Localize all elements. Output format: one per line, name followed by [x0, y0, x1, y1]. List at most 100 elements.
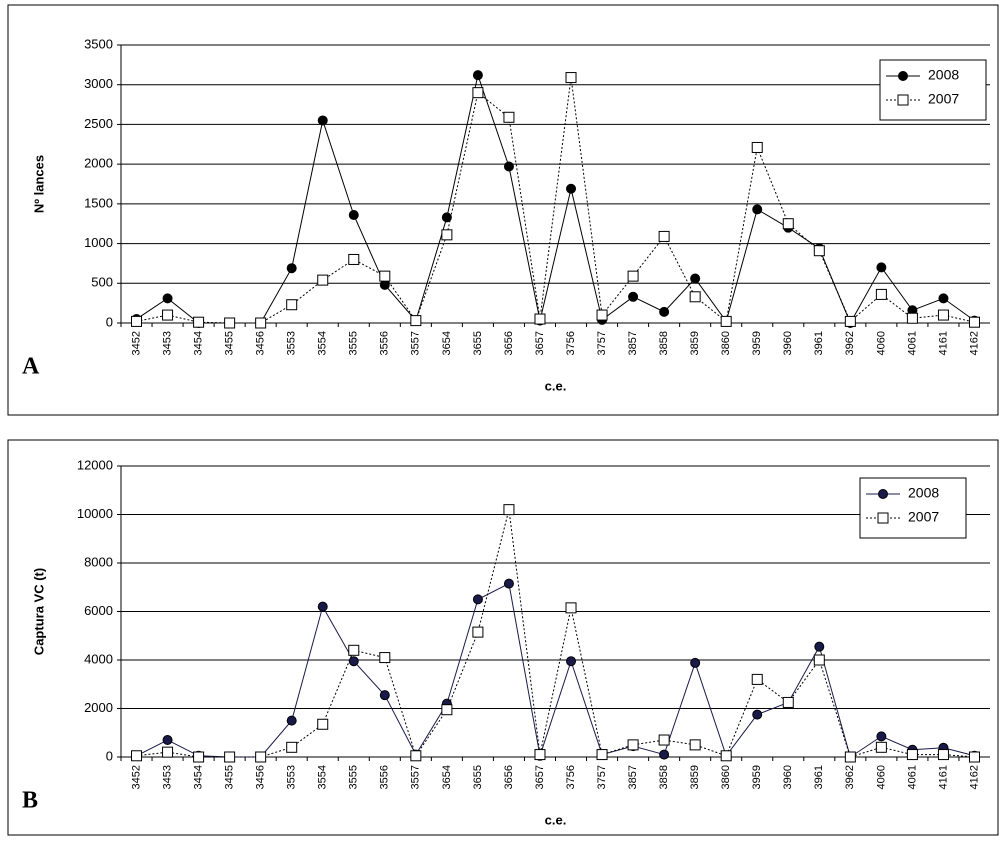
x-axis-title: c.e.	[545, 378, 567, 393]
marker	[317, 274, 329, 286]
x-tick-label: 4162	[968, 765, 980, 789]
series-line	[136, 77, 975, 324]
x-tick-label: 3654	[441, 765, 453, 789]
marker	[286, 299, 298, 311]
y-tick-label: 1000	[84, 235, 113, 250]
x-tick-label: 3557	[410, 331, 422, 355]
y-tick-label: 0	[106, 314, 113, 329]
x-tick-label: 4061	[906, 331, 918, 355]
y-tick-label: 3000	[84, 76, 113, 91]
x-tick-label: 3756	[565, 331, 577, 355]
marker	[348, 644, 360, 656]
x-tick-label: 3857	[627, 765, 639, 789]
marker	[379, 652, 391, 664]
marker	[255, 751, 267, 763]
marker	[720, 750, 732, 762]
legend-label: 2007	[928, 91, 959, 107]
x-tick-label: 3657	[534, 331, 546, 355]
x-tick-label: 3655	[472, 331, 484, 355]
y-tick-label: 2500	[84, 116, 113, 131]
x-tick-label: 3557	[410, 765, 422, 789]
x-tick-label: 3858	[658, 765, 670, 789]
x-tick-label: 3656	[503, 765, 515, 789]
marker	[286, 715, 297, 726]
y-tick-label: 2000	[84, 156, 113, 171]
x-tick-label: 3961	[813, 331, 825, 355]
marker	[720, 315, 732, 327]
x-tick-label: 4161	[937, 331, 949, 355]
marker	[782, 696, 794, 708]
marker	[566, 183, 577, 194]
y-tick-label: 10000	[77, 506, 113, 521]
panel-label: A	[22, 354, 40, 380]
series-line	[136, 582, 975, 758]
x-tick-label: 3554	[317, 331, 329, 355]
marker	[565, 72, 577, 84]
x-tick-label: 3455	[224, 331, 236, 355]
x-tick-label: 3959	[751, 765, 763, 789]
x-tick-label: 3959	[751, 331, 763, 355]
marker	[131, 750, 143, 762]
x-tick-label: 3960	[782, 331, 794, 355]
marker	[658, 230, 670, 242]
x-tick-label: 3756	[565, 765, 577, 789]
y-tick-label: 1500	[84, 195, 113, 210]
y-tick-label: 8000	[84, 554, 113, 569]
x-tick-label: 3858	[658, 331, 670, 355]
x-tick-label: 4161	[937, 765, 949, 789]
x-tick-label: 3456	[255, 331, 267, 355]
marker	[348, 253, 360, 265]
x-axis-title: c.e.	[545, 812, 567, 827]
marker	[503, 161, 514, 172]
marker	[782, 218, 794, 230]
x-tick-label: 3556	[379, 331, 391, 355]
marker	[627, 739, 639, 751]
y-tick-label: 2000	[84, 700, 113, 715]
marker	[937, 749, 949, 761]
marker	[844, 315, 856, 327]
x-tick-label: 3962	[844, 331, 856, 355]
marker	[659, 306, 670, 317]
x-tick-label: 3656	[503, 331, 515, 355]
marker	[968, 316, 980, 328]
legend-label: 2008	[908, 485, 939, 501]
marker	[441, 229, 453, 241]
marker	[162, 746, 174, 758]
marker	[813, 654, 825, 666]
x-tick-label: 3455	[224, 765, 236, 789]
y-tick-label: 3500	[84, 36, 113, 51]
marker	[224, 317, 236, 329]
marker	[627, 270, 639, 282]
marker	[876, 731, 887, 742]
x-tick-label: 3757	[596, 331, 608, 355]
marker	[906, 749, 918, 761]
marker	[472, 594, 483, 605]
marker	[752, 204, 763, 215]
y-tick-label: 0	[106, 748, 113, 763]
x-tick-label: 3556	[379, 765, 391, 789]
marker	[968, 751, 980, 763]
marker	[596, 749, 608, 761]
marker	[938, 293, 949, 304]
x-tick-label: 4162	[968, 331, 980, 355]
marker	[844, 751, 856, 763]
marker	[441, 704, 453, 716]
marker	[690, 657, 701, 668]
x-tick-label: 3859	[689, 331, 701, 355]
x-tick-label: 3960	[782, 765, 794, 789]
marker	[410, 315, 422, 327]
y-tick-label: 4000	[84, 651, 113, 666]
marker	[317, 718, 329, 730]
marker	[596, 309, 608, 321]
marker	[317, 601, 328, 612]
legend-box	[879, 59, 987, 121]
legend-label: 2008	[928, 67, 959, 83]
marker	[379, 279, 390, 290]
panel-label: B	[22, 788, 38, 814]
legend-marker	[878, 489, 888, 499]
marker	[224, 751, 236, 763]
x-tick-label: 3553	[286, 765, 298, 789]
series-line	[136, 509, 975, 758]
panel-frame	[7, 4, 999, 416]
marker	[752, 709, 763, 720]
